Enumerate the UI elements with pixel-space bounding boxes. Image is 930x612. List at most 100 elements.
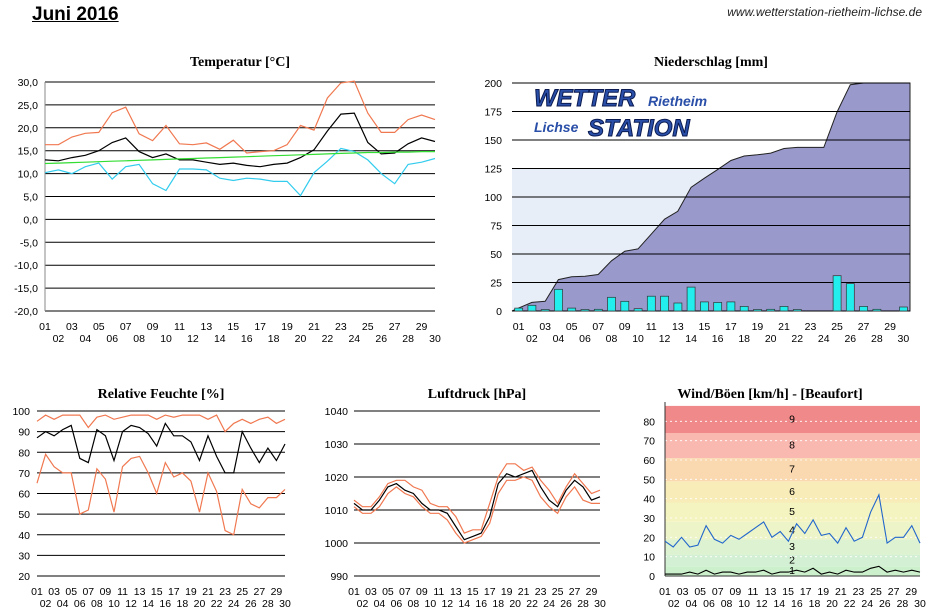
y-tick-label: 70 xyxy=(18,468,30,480)
x-tick-label: 30 xyxy=(914,598,926,610)
x-tick-label: 23 xyxy=(535,586,547,598)
x-tick-label: 05 xyxy=(694,586,706,598)
humidity-series-min xyxy=(36,452,286,536)
x-tick-label: 28 xyxy=(897,598,909,610)
daily-bar xyxy=(514,307,524,312)
y-tick-label: 0,0 xyxy=(23,214,38,226)
x-tick-label: 01 xyxy=(39,321,51,333)
x-tick-label: 20 xyxy=(295,333,307,345)
x-tick-label: 01 xyxy=(513,321,525,333)
x-tick-label: 25 xyxy=(552,586,564,598)
x-tick-label: 09 xyxy=(730,586,742,598)
y-tick-label: 1030 xyxy=(325,439,349,451)
y-tick-label: 125 xyxy=(484,164,502,176)
x-tick-label: 12 xyxy=(125,598,137,610)
site-url[interactable]: www.wetterstation-rietheim-lichse.de xyxy=(727,5,922,19)
x-tick-label: 05 xyxy=(93,321,105,333)
x-tick-label: 13 xyxy=(450,586,462,598)
page-title: Juni 2016 xyxy=(32,4,119,25)
x-tick-label: 08 xyxy=(721,598,733,610)
x-tick-label: 23 xyxy=(219,586,231,598)
x-tick-label: 09 xyxy=(100,586,112,598)
y-tick-label: 60 xyxy=(18,489,30,501)
x-tick-label: 15 xyxy=(151,586,163,598)
temp-series-mittel xyxy=(44,112,436,168)
x-tick-label: 18 xyxy=(268,333,280,345)
x-tick-label: 16 xyxy=(159,598,171,610)
x-tick-label: 30 xyxy=(429,333,441,345)
daily-bar xyxy=(686,286,696,312)
daily-bar xyxy=(527,304,537,312)
x-tick-label: 11 xyxy=(117,586,128,598)
y-tick-label: 200 xyxy=(484,78,502,90)
daily-bar xyxy=(700,301,709,312)
pressure-series-min xyxy=(353,476,600,544)
y-tick-label: 100 xyxy=(12,406,30,418)
y-tick-label: 0 xyxy=(649,571,655,583)
y-tick-label: 0 xyxy=(496,306,502,318)
x-tick-label: 29 xyxy=(416,321,428,333)
x-tick-label: 06 xyxy=(703,598,715,610)
y-tick-label: 100 xyxy=(484,192,502,204)
y-tick-label: 175 xyxy=(484,107,502,119)
daily-bar xyxy=(792,309,802,312)
x-tick-label: 28 xyxy=(871,333,883,345)
y-tick-label: 90 xyxy=(18,427,30,439)
y-tick-label: 990 xyxy=(330,571,348,583)
y-tick-label: 20 xyxy=(643,532,655,544)
x-tick-label: 07 xyxy=(120,321,132,333)
x-tick-label: 11 xyxy=(174,321,185,333)
y-tick-label: 20,0 xyxy=(18,123,39,135)
x-tick-label: 21 xyxy=(835,586,847,598)
daily-bar xyxy=(713,302,723,312)
x-tick-label: 13 xyxy=(201,321,213,333)
beaufort-band xyxy=(665,502,920,522)
daily-bar xyxy=(832,275,842,312)
x-tick-label: 27 xyxy=(888,586,900,598)
x-tick-label: 24 xyxy=(543,598,555,610)
x-tick-label: 04 xyxy=(553,333,565,345)
y-tick-label: 75 xyxy=(490,221,502,233)
x-tick-label: 19 xyxy=(501,586,513,598)
x-tick-label: 05 xyxy=(65,586,77,598)
x-tick-label: 23 xyxy=(853,586,865,598)
daily-bar xyxy=(580,309,590,312)
y-tick-label: -10,0 xyxy=(14,260,38,272)
y-tick-label: 50 xyxy=(643,474,655,486)
x-tick-label: 22 xyxy=(322,333,334,345)
x-tick-label: 16 xyxy=(241,333,253,345)
y-tick-label: 30 xyxy=(18,550,30,562)
y-tick-label: 1000 xyxy=(325,538,349,550)
beaufort-band xyxy=(665,521,920,540)
x-tick-label: 14 xyxy=(773,598,785,610)
x-tick-label: 15 xyxy=(699,321,711,333)
humidity-series-max xyxy=(36,414,286,433)
beaufort-label: 4 xyxy=(789,525,795,537)
x-tick-label: 17 xyxy=(484,586,496,598)
daily-bar xyxy=(779,306,789,312)
temp-series-trend xyxy=(44,151,435,165)
x-tick-label: 10 xyxy=(738,598,750,610)
logo-rietheim: Rietheim xyxy=(648,93,707,109)
x-tick-label: 17 xyxy=(168,586,180,598)
beaufort-band xyxy=(665,481,920,503)
y-tick-label: 5,0 xyxy=(23,192,38,204)
x-tick-label: 02 xyxy=(357,598,369,610)
x-tick-label: 21 xyxy=(518,586,530,598)
wind-series-wind xyxy=(665,565,921,575)
daily-bar xyxy=(845,283,855,312)
temp-series-max xyxy=(45,80,436,154)
x-tick-label: 03 xyxy=(677,586,689,598)
x-tick-label: 23 xyxy=(335,321,347,333)
x-tick-label: 09 xyxy=(619,321,631,333)
daily-bar xyxy=(766,308,776,312)
x-tick-label: 03 xyxy=(365,586,377,598)
x-tick-label: 12 xyxy=(187,333,199,345)
logo-lichse: Lichse xyxy=(534,119,579,135)
x-tick-label: 19 xyxy=(817,586,829,598)
x-tick-label: 24 xyxy=(348,333,360,345)
x-tick-label: 30 xyxy=(898,333,910,345)
x-tick-label: 22 xyxy=(211,598,223,610)
x-tick-label: 07 xyxy=(592,321,604,333)
pressure-series-mittel xyxy=(353,469,601,541)
